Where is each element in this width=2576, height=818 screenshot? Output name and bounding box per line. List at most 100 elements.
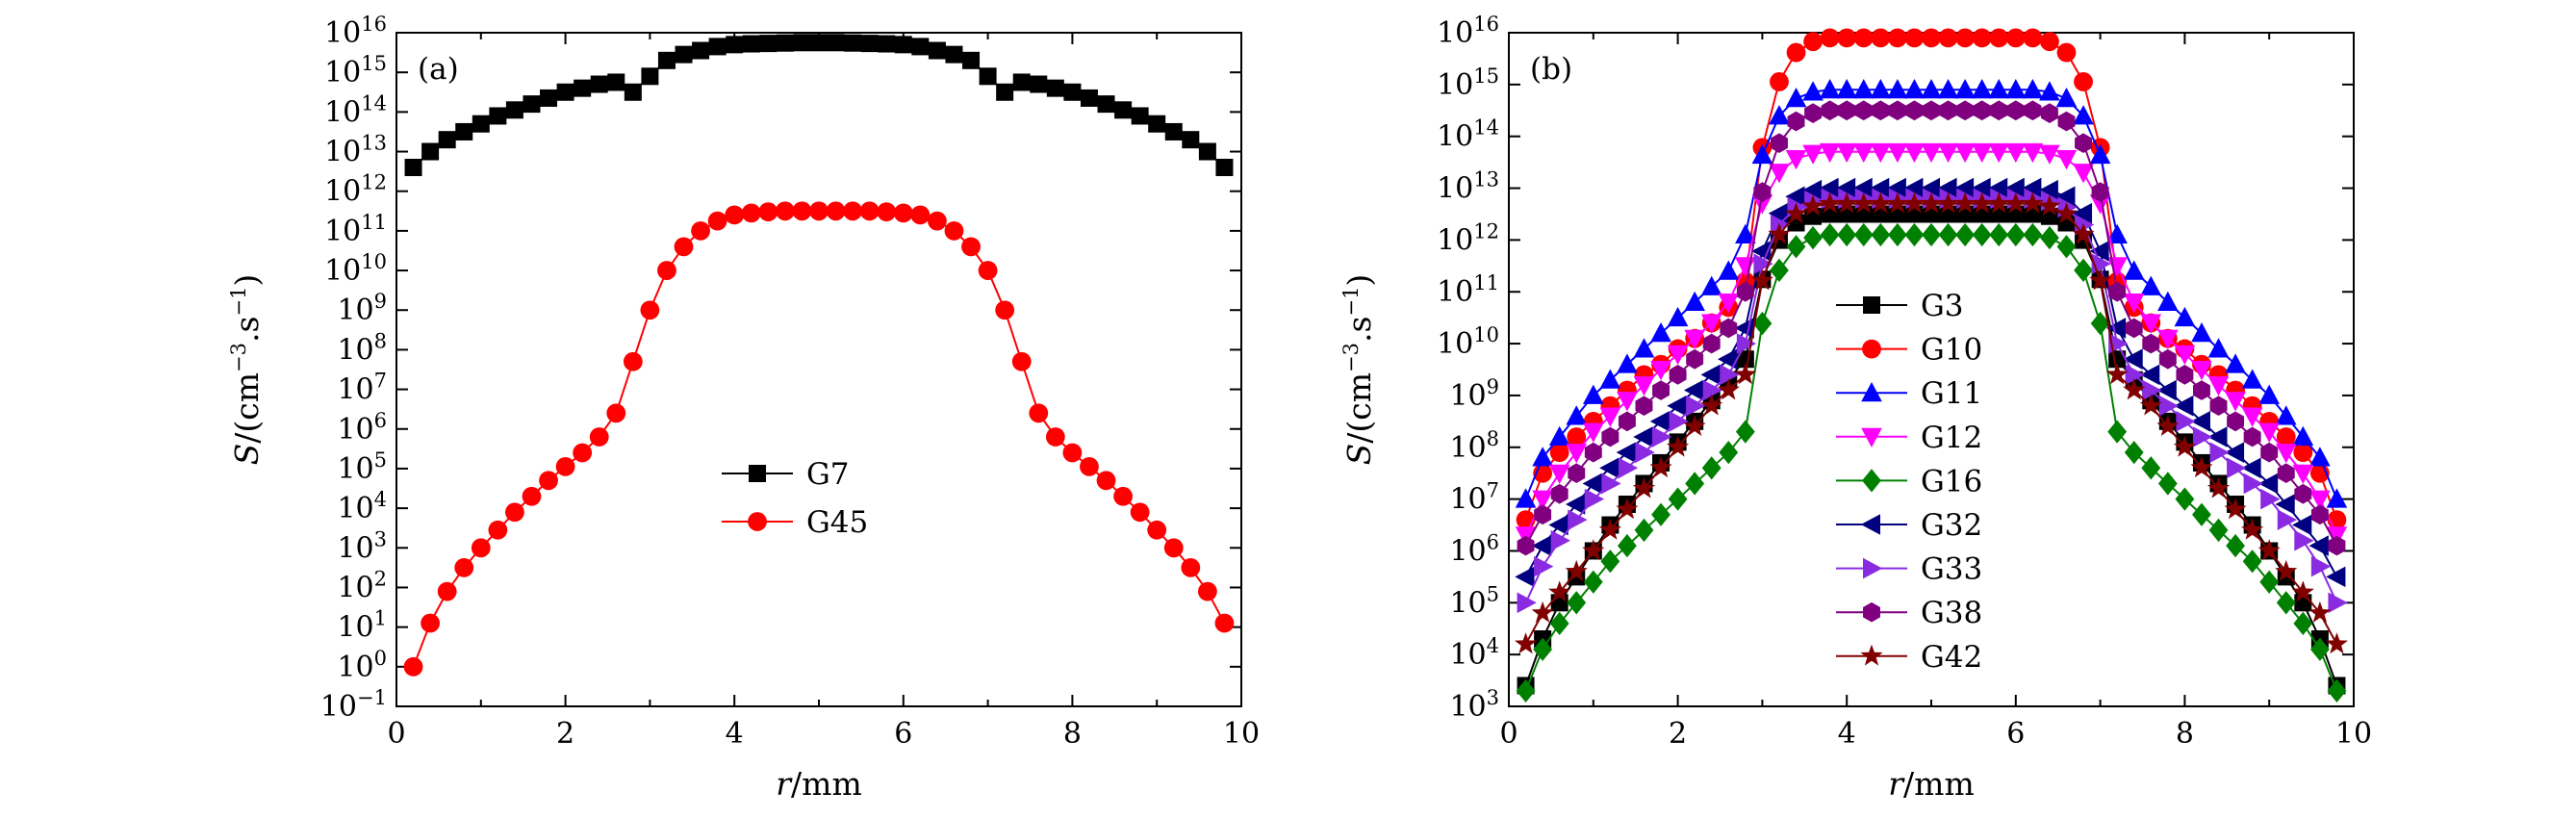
data-point-g38 <box>2057 111 2076 132</box>
legend-marker <box>1862 469 1881 493</box>
data-point-g12 <box>1921 142 1942 164</box>
y-tick-label: 1016 <box>324 13 387 50</box>
y-tick-label: 102 <box>337 567 387 604</box>
data-point-g38 <box>1854 100 1873 121</box>
data-point-g12 <box>2157 329 2179 349</box>
data-point-g42 <box>1971 192 1994 214</box>
plot-frame <box>395 32 1242 707</box>
data-point-g45 <box>1045 427 1065 447</box>
data-point-g33 <box>2243 473 2263 495</box>
data-point-g11 <box>1617 353 1638 373</box>
series-g45 <box>403 201 1235 677</box>
data-point-g11 <box>1988 78 2010 99</box>
data-point-g11 <box>2039 81 2060 101</box>
data-point-g45 <box>1147 520 1167 540</box>
y-tick-label: 1012 <box>1437 219 1499 257</box>
data-point-g38 <box>2192 380 2210 400</box>
data-point-g12 <box>2073 164 2094 184</box>
data-point-g45 <box>691 220 710 241</box>
y-tick-label: 1010 <box>1437 323 1499 361</box>
data-point-g12 <box>1769 164 1790 184</box>
data-point-g10 <box>2074 72 2093 91</box>
data-point-g11 <box>1700 275 1722 295</box>
data-point-g33 <box>1770 214 1791 236</box>
data-point-g45 <box>944 220 964 241</box>
data-point-g38 <box>2075 133 2093 154</box>
data-point-g33 <box>1753 253 1773 274</box>
data-point-g7 <box>945 45 963 64</box>
data-point-g45 <box>741 203 761 223</box>
data-point-g11 <box>1751 143 1773 165</box>
data-point-g32 <box>2224 442 2245 463</box>
data-point-g38 <box>2142 333 2160 354</box>
y-tick-label: 109 <box>337 290 387 327</box>
data-point-g38 <box>1923 100 1940 121</box>
data-point-g12 <box>1633 376 1655 396</box>
data-point-g42 <box>1632 476 1656 498</box>
data-point-g12 <box>2292 464 2314 484</box>
data-point-g16 <box>1701 456 1722 480</box>
data-point-g32 <box>1903 177 1924 199</box>
data-point-g11 <box>2225 353 2246 373</box>
data-point-g7 <box>1046 79 1064 97</box>
data-point-g11 <box>2089 143 2111 165</box>
data-point-g38 <box>1517 535 1535 556</box>
data-point-g12 <box>2022 142 2044 164</box>
data-point-g32 <box>1565 494 1586 515</box>
data-point-g16 <box>2124 441 2144 465</box>
data-point-g38 <box>1939 100 1957 121</box>
data-point-g11 <box>2292 425 2314 446</box>
data-point-g33 <box>2277 509 2298 530</box>
data-point-g38 <box>1787 111 1805 132</box>
data-point-g16 <box>2090 311 2110 336</box>
y-tick-label: 104 <box>337 488 387 525</box>
y-tick-label: 1012 <box>324 171 387 209</box>
y-tick-label: 1014 <box>324 91 387 129</box>
data-point-g38 <box>2006 100 2025 121</box>
data-point-g45 <box>623 351 643 371</box>
y-tick-label: 101 <box>337 607 387 645</box>
data-point-g11 <box>1971 78 1993 99</box>
data-point-g32 <box>2241 457 2261 479</box>
y-tick-label: 1015 <box>324 52 387 89</box>
data-point-g16 <box>1803 225 1823 250</box>
legend: G3 G10 G11 G12 G16 G32 G33 G38 G42 <box>1836 289 1982 675</box>
data-point-g11 <box>2140 275 2162 295</box>
legend-marker <box>1863 296 1880 314</box>
legend-label: G33 <box>1921 552 1982 587</box>
data-point-g45 <box>606 403 626 423</box>
data-point-g12 <box>2207 376 2230 396</box>
data-point-g7 <box>421 142 440 161</box>
data-point-g7 <box>607 73 625 91</box>
data-point-g45 <box>961 237 981 257</box>
data-point-g7 <box>844 34 862 52</box>
data-point-g42 <box>2123 378 2146 400</box>
legend-marker <box>1863 601 1880 623</box>
data-point-g12 <box>1684 329 1705 349</box>
data-point-g38 <box>1905 100 1924 121</box>
data-point-g32 <box>2308 535 2329 556</box>
data-point-g33 <box>1702 379 1722 401</box>
data-point-g11 <box>1903 78 1926 99</box>
data-point-g38 <box>1584 442 1602 463</box>
data-point-g42 <box>1819 192 1842 214</box>
data-point-g33 <box>1686 395 1706 417</box>
data-point-g7 <box>438 131 456 149</box>
data-point-g45 <box>539 471 558 491</box>
y-tick-label: 107 <box>337 370 387 407</box>
chart-panel-b: 0 2 4 6 8 10 103 104 105 106 107 108 109 1010 1011 1012… <box>1339 13 2372 803</box>
data-point-g12 <box>2191 361 2212 381</box>
legend-label: G12 <box>1921 421 1982 455</box>
data-point-g10 <box>1853 28 1874 48</box>
data-point-g16 <box>1685 472 1705 496</box>
data-point-g10 <box>1922 28 1941 48</box>
data-point-g11 <box>2005 78 2027 99</box>
data-point-g10 <box>2293 443 2313 463</box>
legend-label: G32 <box>1921 508 1982 543</box>
data-point-g38 <box>2125 318 2143 339</box>
legend-label: G3 <box>1921 289 1964 323</box>
data-point-g38 <box>1550 483 1569 504</box>
data-point-g16 <box>1533 637 1553 661</box>
data-point-g10 <box>1567 427 1587 447</box>
data-point-g11 <box>1599 369 1621 389</box>
